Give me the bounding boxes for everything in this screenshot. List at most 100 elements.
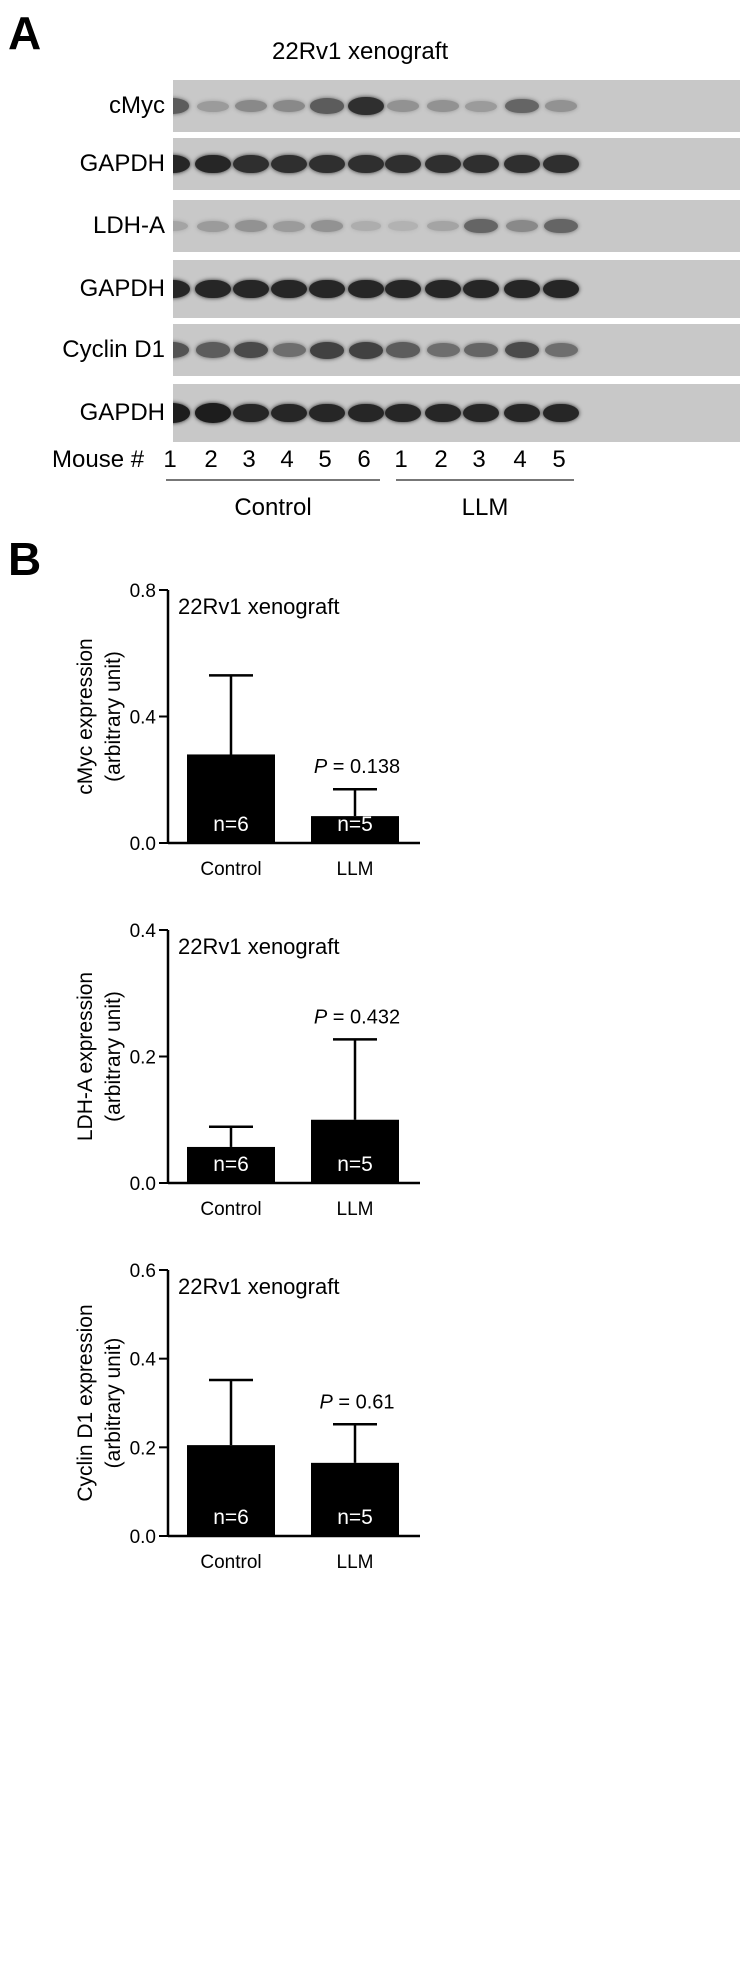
mouse-number: 3	[472, 446, 486, 473]
blot-band	[427, 220, 459, 232]
bar-n-label: n=5	[337, 1153, 373, 1176]
bar-control	[187, 754, 275, 843]
chart-title: 22Rv1 xenograft	[178, 594, 339, 619]
y-tick-label: 0.0	[130, 1527, 156, 1548]
blot-band	[173, 154, 190, 174]
mouse-number: 5	[318, 446, 332, 473]
blot-band	[504, 341, 540, 359]
mouse-number: 2	[204, 446, 218, 473]
blot-band	[427, 100, 459, 112]
blot-band	[504, 403, 540, 423]
x-tick-label: LLM	[337, 859, 374, 880]
bar-n-label: n=5	[337, 1506, 373, 1529]
blot-band	[309, 154, 345, 174]
blot-band	[273, 220, 305, 232]
blot-strip-3	[173, 260, 740, 318]
blot-band	[173, 220, 188, 232]
y-tick-label: 0.0	[130, 1174, 156, 1195]
blot-band	[425, 279, 461, 299]
blot-band	[425, 403, 461, 423]
x-tick-label: LLM	[337, 1199, 374, 1220]
blot-band	[272, 99, 306, 113]
mouse-number: 6	[357, 446, 371, 473]
y-tick-label: 0.8	[130, 581, 156, 602]
blot-band	[173, 403, 190, 423]
blot-band	[234, 99, 268, 113]
blot-band	[195, 403, 231, 423]
blot-band	[464, 218, 498, 234]
p-value-annotation: P = 0.61	[319, 1391, 394, 1413]
blot-band	[271, 403, 307, 423]
panel-letter-b: B	[8, 533, 42, 585]
blot-band	[350, 221, 382, 231]
p-value-number: = 0.61	[333, 1391, 395, 1413]
y-axis-label: (arbitrary unit)	[102, 1338, 125, 1469]
blot-band	[426, 343, 460, 357]
y-axis-label: (arbitrary unit)	[102, 991, 125, 1122]
bar-llm	[311, 1462, 399, 1536]
mouse-number: 5	[552, 446, 566, 473]
blot-band	[195, 154, 231, 174]
bar-control	[187, 1146, 275, 1183]
mouse-number: 1	[163, 446, 177, 473]
blot-band	[348, 279, 384, 299]
blot-band	[543, 403, 579, 423]
chart-title: 22Rv1 xenograft	[178, 1274, 339, 1299]
panel-letter-a: A	[8, 7, 42, 59]
mouse-number: 2	[434, 446, 448, 473]
blot-band	[173, 342, 189, 358]
blot-band	[233, 279, 269, 299]
p-value-prefix: P	[314, 1006, 328, 1028]
blot-band	[385, 154, 421, 174]
blot-band	[545, 100, 577, 112]
p-value-prefix: P	[319, 1391, 333, 1413]
blot-band	[385, 403, 421, 423]
blot-band	[197, 100, 229, 112]
blot-band	[235, 220, 267, 232]
y-axis-label: LDH-A expression	[74, 972, 97, 1141]
bar-n-label: n=6	[213, 1506, 249, 1529]
y-tick-label: 0.2	[130, 1048, 156, 1069]
blot-label-0: cMyc	[109, 92, 165, 119]
blot-strip-0	[173, 80, 740, 132]
blot-band	[505, 98, 539, 114]
blot-band	[504, 279, 540, 299]
blot-strip-5	[173, 384, 740, 442]
blot-strip-4	[173, 324, 740, 376]
blot-band	[196, 342, 230, 358]
blot-band	[425, 154, 461, 174]
y-axis-label: Cyclin D1 expression	[74, 1304, 97, 1501]
bar-control	[187, 1445, 275, 1536]
blot-band	[173, 279, 190, 299]
blot-band	[348, 96, 384, 116]
blot-band	[505, 219, 539, 233]
blot-label-3: GAPDH	[79, 275, 165, 302]
chart-title: 22Rv1 xenograft	[178, 934, 339, 959]
p-value-prefix: P	[314, 756, 328, 778]
bar-llm	[311, 816, 399, 843]
blot-band	[197, 220, 229, 232]
blot-band	[309, 341, 345, 359]
y-tick-label: 0.2	[130, 1438, 156, 1459]
mouse-number: 4	[513, 446, 527, 473]
blot-band	[233, 403, 269, 423]
y-tick-label: 0.4	[130, 708, 157, 729]
blot-label-5: GAPDH	[79, 399, 165, 426]
group-label-llm: LLM	[461, 494, 509, 521]
blot-band	[271, 154, 307, 174]
blot-band	[348, 403, 384, 423]
blot-band	[271, 279, 307, 299]
blot-label-1: GAPDH	[79, 150, 165, 177]
blot-band	[348, 341, 384, 359]
y-tick-label: 0.4	[130, 921, 157, 942]
blot-band	[543, 154, 579, 174]
p-value-annotation: P = 0.432	[314, 1006, 400, 1028]
mouse-number: 4	[280, 446, 294, 473]
blot-band	[195, 279, 231, 299]
blot-band	[387, 100, 419, 112]
blot-band	[233, 341, 269, 359]
blot-band	[463, 279, 499, 299]
bar-n-label: n=5	[337, 813, 373, 836]
y-tick-label: 0.4	[130, 1350, 157, 1371]
blot-band	[504, 154, 540, 174]
